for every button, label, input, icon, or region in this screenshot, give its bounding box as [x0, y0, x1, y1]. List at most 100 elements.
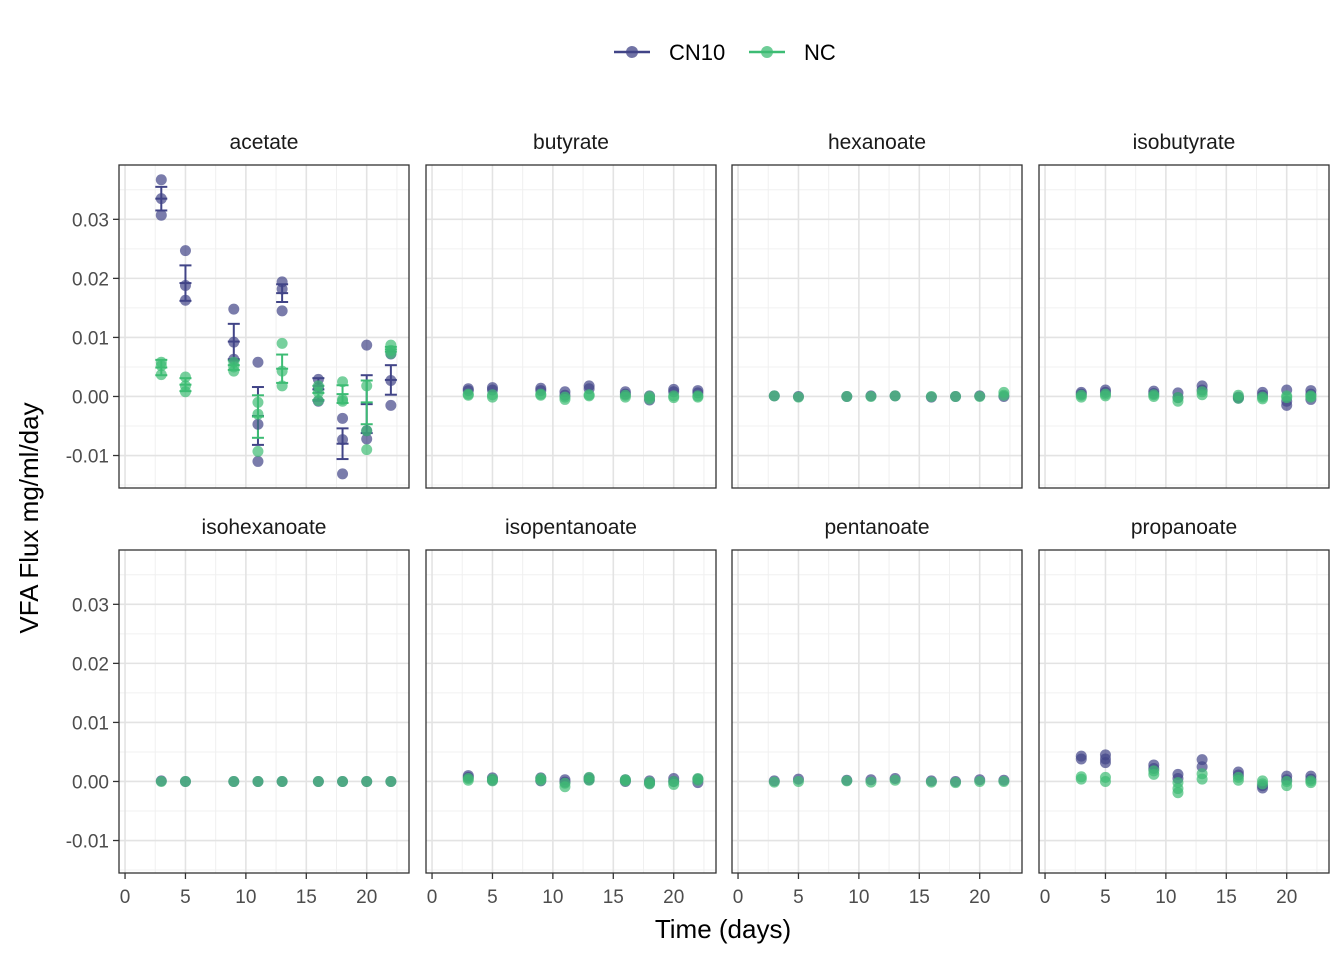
data-point-NC	[1196, 773, 1208, 785]
data-point-NC	[361, 380, 373, 392]
x-tick-label: 15	[603, 887, 624, 908]
data-point-CN10	[155, 193, 167, 205]
data-point-CN10	[155, 209, 167, 221]
data-point-NC	[1148, 768, 1160, 780]
data-point-NC	[179, 386, 191, 398]
y-tick-label: 0.03	[72, 595, 109, 616]
panel-background	[1039, 165, 1329, 488]
data-point-NC	[619, 391, 631, 403]
data-point-NC	[252, 775, 264, 787]
data-point-NC	[668, 778, 680, 790]
x-tick-label: 5	[487, 887, 498, 908]
y-tick-label: 0.02	[72, 269, 109, 290]
data-point-NC	[583, 774, 595, 786]
data-point-CN10	[1075, 753, 1087, 765]
data-point-NC	[583, 390, 595, 402]
data-point-NC	[950, 390, 962, 402]
data-point-CN10	[361, 433, 373, 445]
x-tick-label: 10	[848, 887, 869, 908]
y-tick-label: 0.01	[72, 713, 109, 734]
facet-acetate: acetate -0.01 0.00 0.01 0.02 0.03	[66, 131, 410, 489]
x-tick-label: 10	[542, 887, 563, 908]
data-point-CN10	[1099, 757, 1111, 769]
x-tick-label: 15	[909, 887, 930, 908]
legend-key-point	[761, 46, 773, 58]
data-point-NC	[312, 775, 324, 787]
data-point-NC	[312, 386, 324, 398]
data-point-NC	[337, 395, 349, 407]
data-point-NC	[228, 365, 240, 377]
data-point-NC	[337, 775, 349, 787]
legend-key-point	[626, 46, 638, 58]
data-point-NC	[692, 774, 704, 786]
data-point-NC	[361, 425, 373, 437]
data-point-NC	[385, 775, 397, 787]
data-point-NC	[276, 337, 288, 349]
data-point-NC	[1305, 391, 1317, 403]
data-point-CN10	[337, 468, 349, 480]
data-point-CN10	[337, 434, 349, 446]
data-point-NC	[1172, 787, 1184, 799]
data-point-CN10	[337, 412, 349, 424]
data-point-CN10	[252, 455, 264, 467]
x-tick-label: 15	[1216, 887, 1237, 908]
data-point-NC	[841, 390, 853, 402]
facet-butyrate: butyrate	[425, 131, 717, 489]
legend: CN10 NC	[614, 40, 836, 65]
data-point-NC	[1148, 390, 1160, 402]
panel-border	[425, 164, 717, 489]
data-point-NC	[974, 775, 986, 787]
panel-border	[731, 549, 1023, 874]
y-tick-label: 0.00	[72, 772, 109, 793]
data-point-NC	[644, 778, 656, 790]
data-point-NC	[535, 774, 547, 786]
data-point-NC	[792, 391, 804, 403]
data-point-NC	[252, 408, 264, 420]
data-point-CN10	[179, 245, 191, 257]
data-point-NC	[361, 444, 373, 456]
panel-background	[119, 550, 409, 873]
panel-border	[1038, 164, 1330, 489]
data-point-NC	[337, 376, 349, 388]
data-point-NC	[276, 380, 288, 392]
data-point-NC	[1196, 389, 1208, 401]
data-point-NC	[361, 775, 373, 787]
x-tick-label: 5	[1100, 887, 1111, 908]
x-tick-label: 0	[120, 887, 131, 908]
data-point-NC	[925, 776, 937, 788]
data-point-NC	[998, 389, 1010, 401]
x-tick-label: 0	[427, 887, 438, 908]
y-tick-label: 0.00	[72, 387, 109, 408]
data-point-NC	[1281, 780, 1293, 792]
data-point-CN10	[179, 279, 191, 291]
data-point-NC	[889, 774, 901, 786]
panel-background	[732, 550, 1022, 873]
data-point-NC	[276, 365, 288, 377]
data-point-CN10	[179, 294, 191, 306]
data-point-NC	[998, 775, 1010, 787]
data-point-NC	[1232, 392, 1244, 404]
panel-border	[731, 164, 1023, 489]
data-point-NC	[1257, 778, 1269, 790]
data-point-NC	[462, 389, 474, 401]
data-point-NC	[865, 390, 877, 402]
data-point-NC	[1075, 773, 1087, 785]
panel-border	[118, 164, 410, 489]
data-point-NC	[1305, 777, 1317, 789]
data-point-CN10	[155, 174, 167, 186]
x-tick-label: 5	[793, 887, 804, 908]
x-tick-label: 20	[663, 887, 684, 908]
data-point-NC	[559, 781, 571, 793]
data-point-NC	[155, 360, 167, 372]
panel-background	[426, 550, 716, 873]
x-tick-label: 20	[356, 887, 377, 908]
y-axis-label: VFA Flux mg/ml/day	[14, 402, 44, 633]
data-point-NC	[668, 392, 680, 404]
data-point-NC	[1172, 395, 1184, 407]
data-point-NC	[155, 775, 167, 787]
data-point-NC	[1281, 392, 1293, 404]
data-point-NC	[312, 395, 324, 407]
legend-label: CN10	[669, 40, 725, 65]
data-point-NC	[276, 775, 288, 787]
data-point-NC	[865, 776, 877, 788]
